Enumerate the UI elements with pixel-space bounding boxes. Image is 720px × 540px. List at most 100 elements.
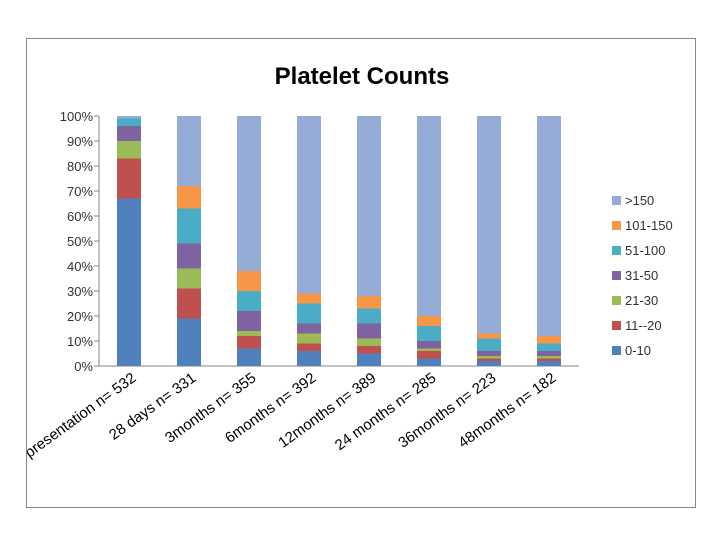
- legend-label: 51-100: [625, 243, 665, 258]
- bar-segment: [297, 323, 321, 334]
- bar-segment: [357, 346, 381, 354]
- bar-segment: [357, 116, 381, 296]
- bar-segment: [237, 311, 261, 331]
- legend-swatch: [612, 221, 621, 230]
- legend-label: 21-30: [625, 293, 658, 308]
- bar-segment: [177, 208, 201, 244]
- y-tick-label: 10%: [67, 334, 93, 349]
- legend-item: 21-30: [612, 293, 658, 308]
- bar-segment: [297, 116, 321, 294]
- bar-segment: [537, 361, 561, 366]
- bar-segment: [357, 296, 381, 309]
- bar-segment: [177, 243, 201, 269]
- legend-swatch: [612, 321, 621, 330]
- bar-segment: [537, 351, 561, 356]
- legend-item: >150: [612, 193, 654, 208]
- bar-segment: [477, 356, 501, 359]
- bar-segment: [417, 341, 441, 349]
- legend-item: 0-10: [612, 343, 651, 358]
- bar-segment: [297, 351, 321, 366]
- bar-segment: [117, 116, 141, 119]
- bar-segment: [417, 316, 441, 326]
- chart-frame: Platelet Counts 0% 10% 20% 30% 40% 50% 60% 70% 8…: [26, 38, 696, 508]
- y-tick-label: 70%: [67, 184, 93, 199]
- y-axis: 0% 10% 20% 30% 40% 50% 60% 70% 80% 90% 100%: [60, 109, 579, 374]
- x-tick-label: 24 months n= 285: [332, 369, 439, 454]
- bar-segment: [477, 338, 501, 351]
- legend-label: 31-50: [625, 268, 658, 283]
- y-tick-label: 80%: [67, 159, 93, 174]
- bar-segment: [357, 308, 381, 324]
- bar-segment: [297, 293, 321, 304]
- legend-item: 11--20: [612, 318, 662, 333]
- bar-segment: [357, 323, 381, 339]
- bar-segment: [297, 343, 321, 351]
- bar-segment: [537, 343, 561, 351]
- legend-item: 51-100: [612, 243, 665, 258]
- bar-stack: [237, 116, 261, 366]
- bar-segment: [117, 118, 141, 126]
- bar-segment: [417, 348, 441, 351]
- legend-label: 0-10: [625, 343, 651, 358]
- legend-item: 101-150: [612, 218, 673, 233]
- legend: >150 101-150 51-100 31-50 21-30 11--20 0-10: [612, 193, 673, 358]
- bar-segment: [477, 333, 501, 339]
- chart-title: Platelet Counts: [275, 63, 450, 90]
- legend-swatch: [612, 271, 621, 280]
- bar-stack: [117, 116, 141, 366]
- bar-segment: [237, 331, 261, 336]
- bar-segment: [237, 291, 261, 311]
- y-tick-label: 20%: [67, 309, 93, 324]
- bar-segment: [117, 158, 141, 199]
- legend-swatch: [612, 196, 621, 205]
- y-tick-label: 90%: [67, 134, 93, 149]
- bar-segment: [537, 358, 561, 361]
- y-tick-label: 100%: [60, 109, 94, 124]
- y-tick-label: 30%: [67, 284, 93, 299]
- bar-segment: [477, 116, 501, 334]
- bar-stack: [477, 116, 501, 366]
- bar-segment: [237, 271, 261, 291]
- bar-segment: [177, 318, 201, 366]
- bar-segment: [297, 333, 321, 344]
- bar-segment: [177, 288, 201, 319]
- bar-segment: [297, 303, 321, 324]
- bar-segment: [357, 353, 381, 366]
- bar-segment: [237, 116, 261, 271]
- y-tick-label: 40%: [67, 259, 93, 274]
- y-tick-label: 60%: [67, 209, 93, 224]
- bar-segment: [477, 358, 501, 361]
- y-tick-label: 0%: [74, 359, 93, 374]
- bar-segment: [417, 326, 441, 341]
- bar-segment: [117, 126, 141, 141]
- bar-segment: [477, 361, 501, 366]
- bar-stack: [537, 116, 561, 366]
- bar-segment: [237, 348, 261, 366]
- platelet-chart: Platelet Counts 0% 10% 20% 30% 40% 50% 60% 70% 8…: [27, 63, 673, 461]
- legend-item: 31-50: [612, 268, 658, 283]
- bar-segment: [177, 268, 201, 289]
- x-tick-label: presentation n= 532: [27, 369, 139, 461]
- bar-segment: [117, 141, 141, 159]
- bar-segment: [537, 116, 561, 336]
- bar-segment: [177, 116, 201, 186]
- bars: [117, 116, 561, 366]
- bar-segment: [417, 351, 441, 359]
- bar-segment: [417, 358, 441, 366]
- bar-segment: [537, 356, 561, 359]
- bar-stack: [297, 116, 321, 366]
- legend-label: 101-150: [625, 218, 673, 233]
- bar-segment: [177, 186, 201, 209]
- legend-swatch: [612, 296, 621, 305]
- bar-segment: [237, 336, 261, 349]
- bar-stack: [357, 116, 381, 366]
- legend-label: >150: [625, 193, 654, 208]
- bar-stack: [417, 116, 441, 366]
- bar-segment: [537, 336, 561, 344]
- y-tick-label: 50%: [67, 234, 93, 249]
- legend-label: 11--20: [625, 318, 662, 333]
- bar-stack: [177, 116, 201, 366]
- bar-segment: [477, 351, 501, 356]
- legend-swatch: [612, 246, 621, 255]
